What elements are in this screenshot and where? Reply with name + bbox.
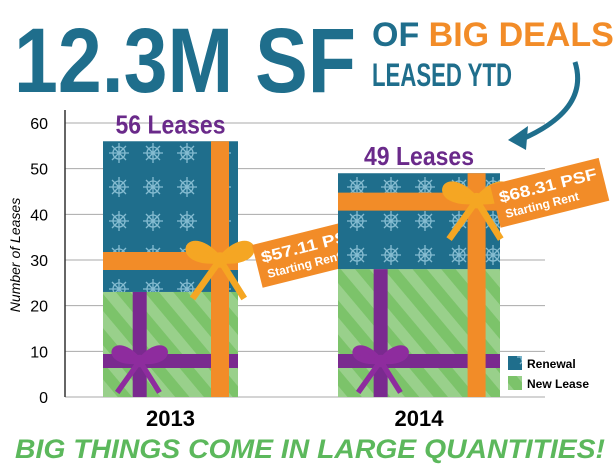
legend-swatch xyxy=(508,356,522,370)
ribbon xyxy=(467,173,486,397)
y-tick-label: 60 xyxy=(30,116,48,133)
footer: BIG THINGS COME IN LARGE QUANTITIES! xyxy=(15,434,605,464)
bow-knot xyxy=(468,192,485,209)
legend-label: Renewal xyxy=(527,357,576,371)
y-tick-label: 40 xyxy=(30,207,48,224)
y-tick-label: 20 xyxy=(30,299,48,316)
ribbon xyxy=(132,291,147,397)
y-tick-label: 30 xyxy=(30,253,48,270)
total-label: 56 Leases xyxy=(116,109,226,139)
bow xyxy=(185,240,255,301)
y-tick-label: 0 xyxy=(39,390,48,407)
y-tick-label: 10 xyxy=(30,344,48,361)
bow-knot xyxy=(133,354,146,368)
legend-label: New Lease xyxy=(527,377,589,391)
title: 12.3M SF xyxy=(14,10,356,112)
ribbon xyxy=(373,269,388,397)
arrow xyxy=(519,61,581,143)
bow xyxy=(111,345,168,395)
subtitle-prefix: OF xyxy=(372,16,419,54)
bow xyxy=(352,345,409,395)
legend-swatch xyxy=(508,376,522,390)
total-label: 49 Leases xyxy=(364,141,474,171)
subtitle-line2: LEASED YTD xyxy=(372,57,512,93)
y-tick-label: 50 xyxy=(30,162,48,179)
subtitle-highlight: BIG DEALS xyxy=(429,16,614,54)
bow-knot xyxy=(212,252,228,268)
tag-shape xyxy=(490,157,610,228)
bow-knot xyxy=(374,354,387,368)
arrow-head xyxy=(508,126,528,150)
subtitle: OF BIG DEALS xyxy=(372,16,614,54)
y-axis-label: Number of Leases xyxy=(7,198,23,312)
x-tick-label: 2014 xyxy=(395,406,445,431)
x-tick-label: 2013 xyxy=(146,406,195,431)
